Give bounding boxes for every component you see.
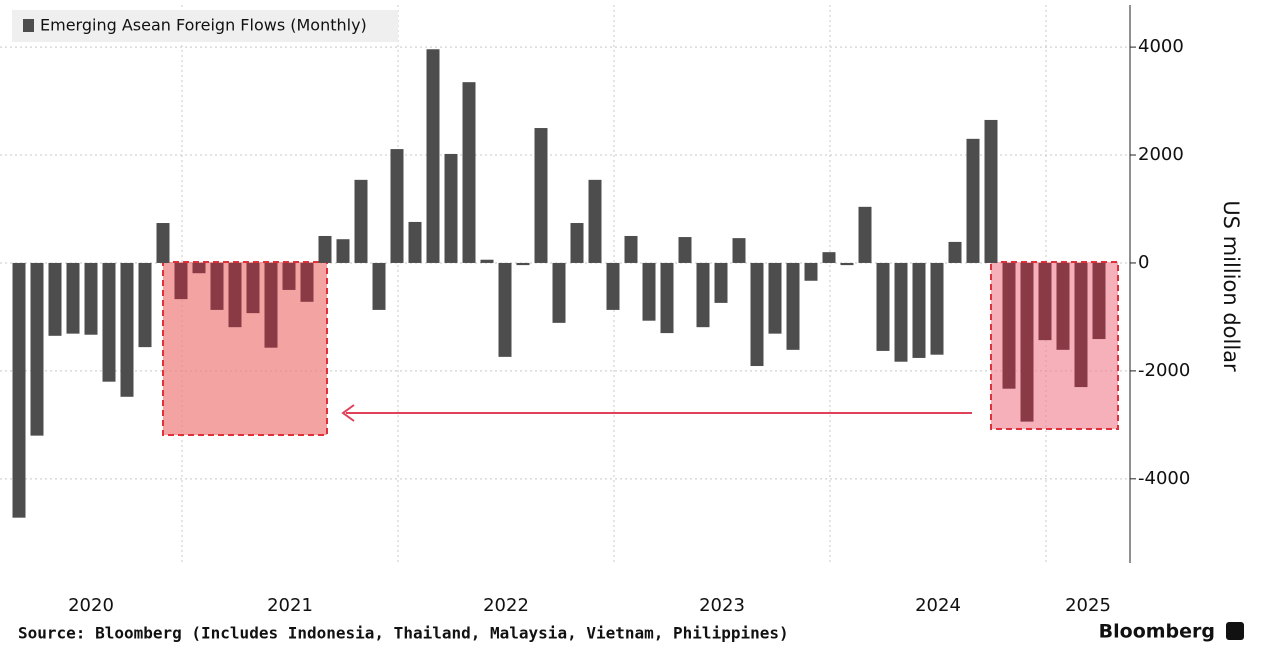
arrow xyxy=(341,404,972,422)
bar xyxy=(210,262,224,310)
bar xyxy=(66,262,80,334)
bar xyxy=(354,179,368,263)
bar xyxy=(102,262,116,382)
y-axis-label: US million dollar xyxy=(1219,200,1243,372)
bars xyxy=(12,49,1106,518)
bar xyxy=(696,262,710,328)
y-tick-label: 2000 xyxy=(1138,144,1184,165)
bar xyxy=(1074,262,1088,388)
bar xyxy=(822,252,836,263)
bar xyxy=(462,82,476,263)
bar xyxy=(300,262,314,302)
bar xyxy=(228,262,242,328)
y-tick-label: 4000 xyxy=(1138,36,1184,57)
bar xyxy=(318,235,332,263)
bar xyxy=(516,262,530,266)
x-tick-label: 2025 xyxy=(1065,595,1111,616)
bar xyxy=(174,262,188,300)
chart-title: Emerging Asean Foreign Flows (Monthly) xyxy=(40,16,367,35)
bar xyxy=(1020,262,1034,422)
brand: Bloomberg xyxy=(1099,621,1215,643)
brand-icon xyxy=(1226,622,1244,640)
bar xyxy=(534,128,548,263)
bar xyxy=(570,223,584,263)
bar xyxy=(1056,262,1070,350)
x-tick-label: 2020 xyxy=(68,595,114,616)
bar xyxy=(876,262,890,351)
bar xyxy=(1038,262,1052,341)
bar xyxy=(246,262,260,314)
legend-box xyxy=(12,10,398,42)
bar xyxy=(840,262,854,266)
bar xyxy=(750,262,764,367)
bar xyxy=(48,262,62,336)
bar xyxy=(948,241,962,263)
bar xyxy=(498,262,512,357)
bar xyxy=(912,262,926,358)
bar xyxy=(588,179,602,263)
x-tick-label: 2021 xyxy=(267,595,313,616)
bar xyxy=(984,119,998,263)
y-tick-label: 0 xyxy=(1138,252,1149,273)
bar xyxy=(894,262,908,362)
y-tick-label: -4000 xyxy=(1138,468,1190,489)
bar xyxy=(12,262,26,518)
bar xyxy=(1092,262,1106,340)
bar xyxy=(966,138,980,263)
bar xyxy=(336,239,350,263)
legend-swatch xyxy=(23,19,34,32)
bar xyxy=(642,262,656,321)
bar xyxy=(624,235,638,263)
bar xyxy=(930,262,944,355)
bar xyxy=(606,262,620,310)
bar xyxy=(426,49,440,263)
bar xyxy=(372,262,386,310)
bar xyxy=(390,149,404,263)
bar xyxy=(1002,262,1016,389)
x-tick-label: 2023 xyxy=(699,595,745,616)
bar xyxy=(84,262,98,335)
bar xyxy=(732,238,746,263)
bar xyxy=(858,206,872,263)
x-tick-label: 2024 xyxy=(915,595,961,616)
y-tick-label: -2000 xyxy=(1138,360,1190,381)
bar xyxy=(30,262,44,436)
bar xyxy=(444,153,458,263)
bar xyxy=(192,262,206,274)
bar xyxy=(678,237,692,263)
source: Source: Bloomberg (Includes Indonesia, T… xyxy=(18,624,789,643)
bar xyxy=(804,262,818,281)
highlight-box xyxy=(162,261,328,436)
bar xyxy=(408,221,422,263)
bar xyxy=(282,262,296,290)
bar xyxy=(138,262,152,348)
bar xyxy=(714,262,728,303)
bar xyxy=(264,262,278,348)
bar xyxy=(480,259,494,263)
bar xyxy=(120,262,134,397)
bar xyxy=(768,262,782,334)
bar xyxy=(156,223,170,263)
bar xyxy=(552,262,566,323)
x-tick-label: 2022 xyxy=(483,595,529,616)
bar xyxy=(786,262,800,350)
bar xyxy=(660,262,674,334)
